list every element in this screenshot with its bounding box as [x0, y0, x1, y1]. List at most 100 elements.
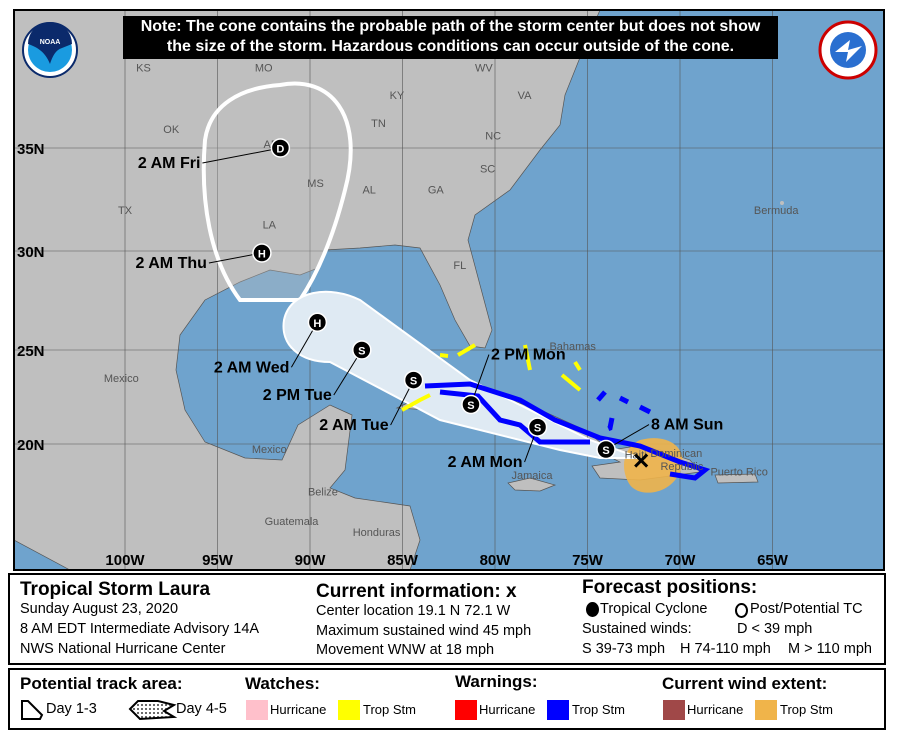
tropical-cyclone-symbol-icon	[586, 602, 599, 617]
forecast-time-label: 2 AM Fri	[138, 155, 201, 172]
ts-watch-label: Trop Stm	[363, 702, 416, 717]
forecast-time-label: 8 AM Sun	[651, 417, 723, 434]
note-line: the size of the storm. Hazardous conditi…	[166, 38, 735, 55]
advisory-number: 8 AM EDT Intermediate Advisory 14A	[20, 621, 260, 637]
puerto-rico	[714, 473, 759, 484]
day-1-3-label: Day 1-3	[46, 701, 97, 717]
cone-day-4-5	[201, 81, 353, 302]
category-s: S 39-73 mph	[582, 641, 666, 657]
map-border	[13, 9, 885, 571]
category-m: M > 110 mph	[788, 641, 872, 657]
place-label: Mexico	[104, 373, 139, 385]
forecast-time-label: 2 PM Tue	[263, 387, 332, 404]
lat-tick-label: 35N	[17, 141, 45, 158]
place-label: MS	[307, 178, 324, 190]
place-label: Bahamas	[549, 341, 596, 353]
ts-warning-label: Trop Stm	[572, 702, 625, 717]
place-label: SC	[480, 164, 495, 176]
forecast-point-icon	[252, 243, 272, 263]
ts-warning-bahamas	[596, 390, 652, 433]
lon-tick-label: 95W	[202, 552, 234, 569]
info-panel: Tropical Storm Laura Sunday August 23, 2…	[8, 573, 886, 665]
movement: Movement WNW at 18 mph	[316, 642, 495, 658]
lon-tick-label: 100W	[105, 552, 145, 569]
forecast-time-label: 2 AM Tue	[319, 417, 388, 434]
place-label: NC	[485, 131, 501, 143]
lon-tick-label: 85W	[387, 552, 419, 569]
place-label: Mexico	[252, 444, 287, 456]
ts-watch	[401, 343, 582, 412]
forecast-point-icon	[403, 370, 424, 390]
lat-lon-grid: 100W 95W 90W 85W 80W 75W 70W 65W 35N 30N 25N 20N	[14, 10, 884, 570]
place-label: Honduras	[353, 527, 401, 539]
bermuda	[780, 201, 784, 205]
place-label: TX	[118, 205, 133, 217]
category-d: D < 39 mph	[737, 621, 813, 637]
place-label: LA	[263, 219, 277, 231]
hurricane-warning-swatch	[455, 700, 477, 720]
intensity-letter: H	[258, 248, 266, 260]
forecast-map: 100W 95W 90W 85W 80W 75W 70W 65W 35N 30N 25N 20N KS…	[13, 9, 885, 571]
forecast-positions-heading: Forecast positions:	[582, 577, 758, 598]
intensity-letter: H	[313, 318, 321, 330]
day-4-5-cone-icon	[128, 700, 178, 721]
lon-tick-label: 65W	[757, 552, 789, 569]
forecast-point-icon	[527, 417, 548, 437]
warnings-heading: Warnings:	[455, 672, 538, 691]
legend-panel: Potential track area: Day 1-3 Day 4-5 Wa…	[8, 668, 886, 730]
ts-wind-swatch	[755, 700, 777, 720]
forecast-point-icon	[307, 312, 328, 333]
track-area-heading: Potential track area:	[20, 674, 183, 693]
nws-logo	[818, 20, 878, 80]
place-label: Guatemala	[265, 516, 320, 528]
place-label: Jamaica	[512, 470, 554, 482]
center-location: Center location 19.1 N 72.1 W	[316, 603, 511, 619]
cone-note: Note: The cone contains the probable pat…	[123, 16, 778, 59]
hurricane-wind-swatch	[663, 700, 685, 720]
sustained-winds-label: Sustained winds:	[582, 621, 692, 637]
place-label: WV	[475, 63, 493, 75]
intensity-letter: D	[276, 144, 284, 156]
place-label: Republic	[660, 461, 703, 473]
place-label: TN	[371, 118, 386, 130]
lat-tick-label: 25N	[17, 343, 45, 360]
hurricane-watch-label: Hurricane	[270, 702, 327, 717]
cone-day-1-3	[282, 290, 641, 459]
lon-tick-label: 80W	[480, 552, 512, 569]
ts-wind-label: Trop Stm	[780, 702, 833, 717]
forecast-track: 8 AM Sun S 2 AM Mon S 2 PM Mon S 2 AM Tue S 2 PM…	[135, 138, 723, 471]
lon-tick-label: 75W	[572, 552, 604, 569]
category-h: H 74-110 mph	[680, 641, 771, 657]
place-label: AL	[362, 184, 375, 196]
place-label: Puerto Rico	[710, 466, 767, 478]
place-label: VA	[518, 90, 533, 102]
lat-tick-label: 20N	[17, 437, 45, 454]
lon-tick-label: 70W	[665, 552, 697, 569]
advisory-date: Sunday August 23, 2020	[20, 601, 179, 617]
watches-heading: Watches:	[245, 674, 320, 693]
jamaica	[507, 477, 557, 492]
current-info-heading: Current information: x	[316, 581, 517, 602]
ts-warning-swatch	[547, 700, 569, 720]
tc-label: Tropical Cyclone	[600, 601, 708, 617]
note-line: Note: The cone contains the probable pat…	[140, 18, 761, 35]
hurricane-warning-label: Hurricane	[479, 702, 536, 717]
intensity-letter: S	[534, 423, 541, 435]
intensity-letter: S	[467, 400, 474, 412]
place-label: MO	[255, 63, 273, 75]
place-label: Belize	[308, 487, 338, 499]
day-4-5-label: Day 4-5	[176, 701, 227, 717]
ptc-label: Post/Potential TC	[750, 601, 863, 617]
svg-text:NOAA: NOAA	[40, 39, 61, 46]
hurricane-wind-label: Hurricane	[687, 702, 744, 717]
lat-tick-label: 30N	[17, 244, 45, 261]
max-wind: Maximum sustained wind 45 mph	[316, 623, 532, 639]
place-label: Dominican	[650, 448, 702, 460]
place-label: GA	[428, 184, 445, 196]
place-label: KS	[136, 63, 151, 75]
lon-tick-label: 90W	[295, 552, 327, 569]
place-label: OK	[163, 124, 180, 136]
north-america-land	[13, 9, 601, 571]
issuing-center: NWS National Hurricane Center	[20, 641, 226, 657]
